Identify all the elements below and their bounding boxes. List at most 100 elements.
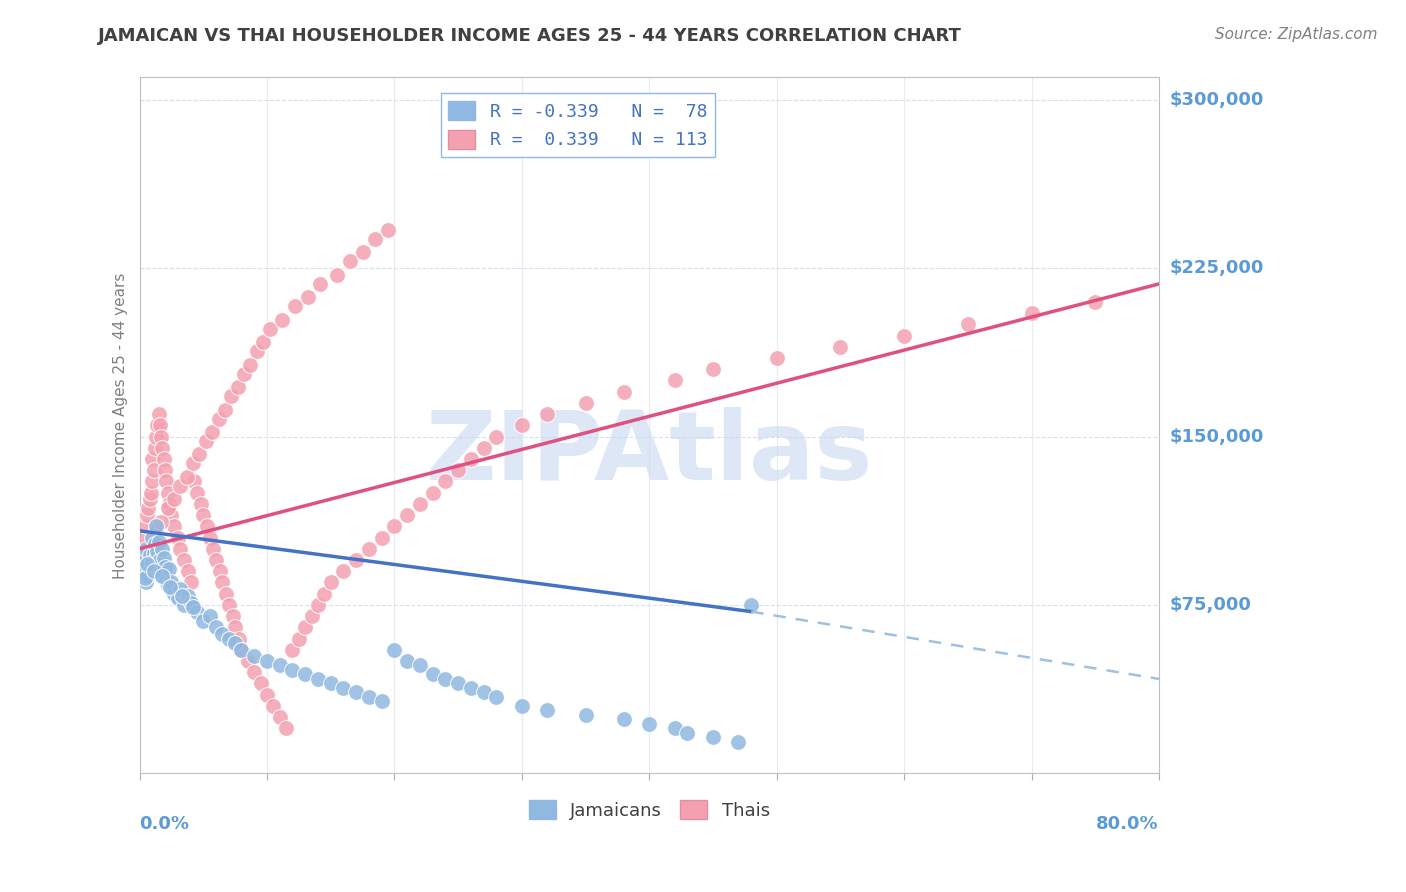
Point <box>145 429 167 443</box>
Point <box>536 703 558 717</box>
Point <box>179 596 201 610</box>
Point <box>211 627 233 641</box>
Point <box>163 587 186 601</box>
Point <box>134 571 156 585</box>
Point <box>396 508 419 522</box>
Point <box>536 407 558 421</box>
Point <box>326 268 349 282</box>
Point <box>422 485 444 500</box>
Point <box>956 318 979 332</box>
Point <box>193 508 215 522</box>
Point <box>146 418 169 433</box>
Point <box>152 452 174 467</box>
Point <box>146 544 169 558</box>
Point <box>190 497 212 511</box>
Point <box>357 690 380 704</box>
Point <box>138 501 160 516</box>
Point <box>156 577 179 591</box>
Point <box>163 492 186 507</box>
Point <box>664 721 686 735</box>
Point <box>226 380 249 394</box>
Point <box>152 541 174 556</box>
Point <box>243 649 266 664</box>
Point <box>139 562 162 576</box>
Point <box>183 475 205 489</box>
Point <box>319 676 342 690</box>
Point <box>135 541 157 556</box>
Point <box>138 558 160 572</box>
Point <box>344 553 367 567</box>
Point <box>132 553 155 567</box>
Point <box>156 501 179 516</box>
Point <box>152 550 174 565</box>
Point <box>460 681 482 695</box>
Point <box>239 358 262 372</box>
Y-axis label: Householder Income Ages 25 - 44 years: Householder Income Ages 25 - 44 years <box>114 272 128 579</box>
Point <box>186 605 208 619</box>
Point <box>314 587 336 601</box>
Point <box>131 564 153 578</box>
Text: $225,000: $225,000 <box>1170 260 1264 277</box>
Point <box>1084 294 1107 309</box>
Point <box>181 457 204 471</box>
Point <box>294 620 316 634</box>
Point <box>221 609 243 624</box>
Point <box>132 541 155 556</box>
Point <box>198 531 221 545</box>
Point <box>150 568 173 582</box>
Point <box>233 367 256 381</box>
Point <box>236 654 259 668</box>
Point <box>160 508 183 522</box>
Point <box>173 553 195 567</box>
Point <box>135 519 157 533</box>
Point <box>188 448 211 462</box>
Point <box>344 685 367 699</box>
Point <box>259 322 281 336</box>
Point <box>319 575 342 590</box>
Point <box>422 667 444 681</box>
Point <box>281 642 304 657</box>
Point <box>152 568 174 582</box>
Point <box>256 654 278 668</box>
Point <box>211 575 233 590</box>
Legend: Jamaicans, Thais: Jamaicans, Thais <box>522 792 778 827</box>
Point <box>574 396 596 410</box>
Point <box>149 553 172 567</box>
Point <box>262 698 284 713</box>
Point <box>195 519 218 533</box>
Point <box>148 407 170 421</box>
Point <box>271 313 294 327</box>
Point <box>231 642 253 657</box>
Point <box>339 254 361 268</box>
Point <box>145 524 167 538</box>
Point <box>176 470 198 484</box>
Point <box>177 564 200 578</box>
Point <box>409 497 432 511</box>
Point <box>152 441 174 455</box>
Point <box>177 589 200 603</box>
Text: JAMAICAN VS THAI HOUSEHOLDER INCOME AGES 25 - 44 YEARS CORRELATION CHART: JAMAICAN VS THAI HOUSEHOLDER INCOME AGES… <box>98 27 962 45</box>
Text: $150,000: $150,000 <box>1170 427 1264 445</box>
Point <box>294 667 316 681</box>
Point <box>207 411 229 425</box>
Point <box>169 582 191 596</box>
Point <box>309 277 332 291</box>
Point <box>148 535 170 549</box>
Point <box>149 418 172 433</box>
Point <box>377 223 399 237</box>
Point <box>150 515 173 529</box>
Point <box>638 716 661 731</box>
Point <box>246 344 269 359</box>
Point <box>142 564 165 578</box>
Point <box>148 559 170 574</box>
Point <box>307 672 329 686</box>
Point <box>153 559 176 574</box>
Point <box>155 571 177 585</box>
Point <box>205 553 228 567</box>
Point <box>205 620 228 634</box>
Point <box>447 463 470 477</box>
Point <box>332 681 354 695</box>
Point <box>179 575 201 590</box>
Point <box>193 614 215 628</box>
Point <box>364 232 387 246</box>
